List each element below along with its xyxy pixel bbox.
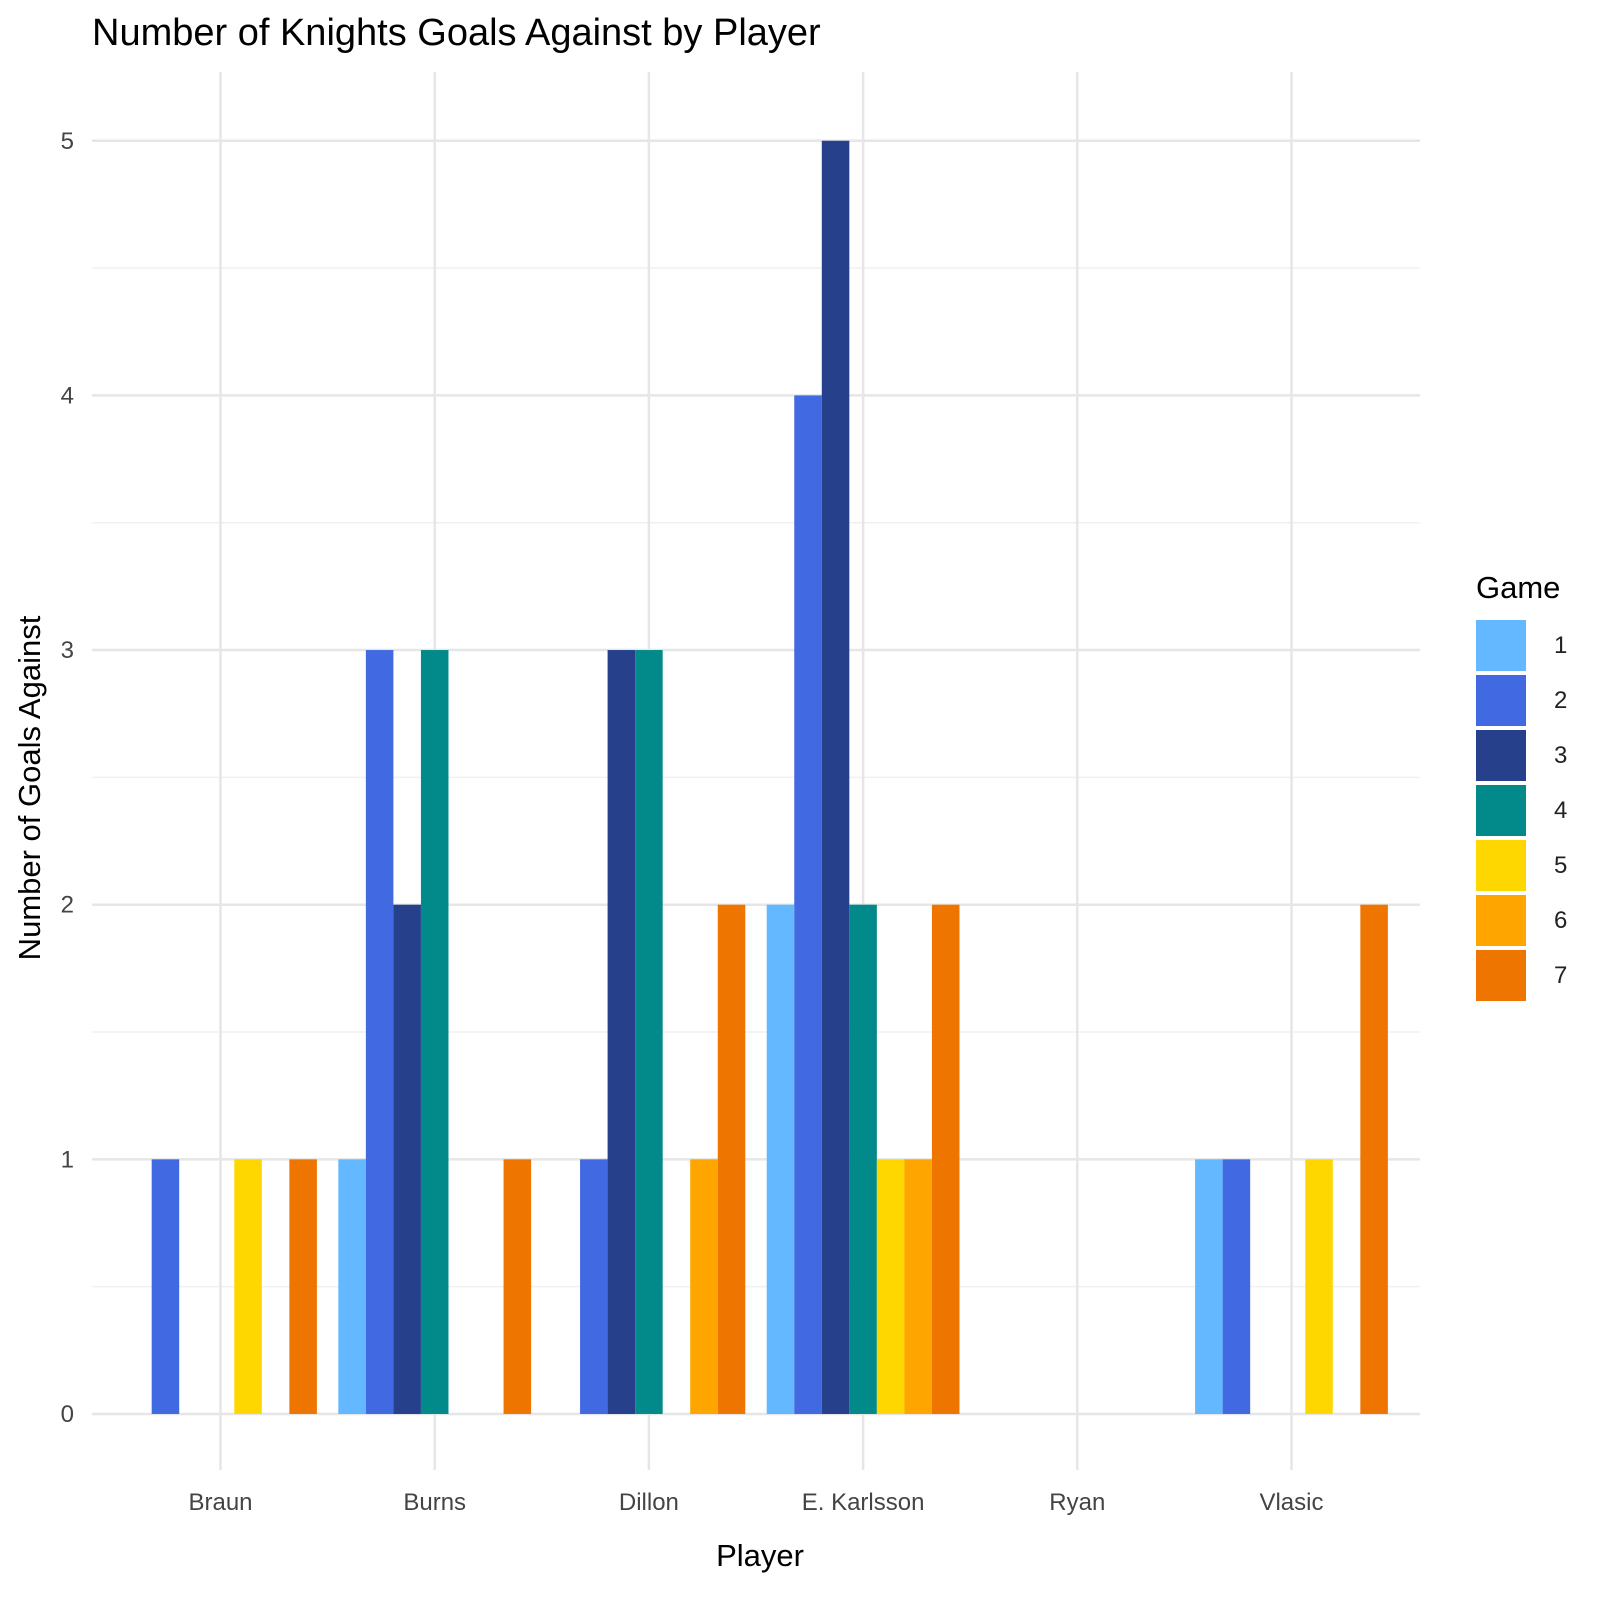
legend-swatch <box>1476 730 1526 781</box>
legend-label: 6 <box>1554 906 1568 934</box>
x-tick-label: Burns <box>403 1489 466 1516</box>
legend-item: 4 <box>1476 783 1567 838</box>
bar-dillon-game-6 <box>690 1159 718 1414</box>
x-tick-label: Braun <box>188 1489 252 1516</box>
legend: Game 1 2 3 4 5 6 7 <box>1476 570 1567 1003</box>
legend-item: 6 <box>1476 893 1567 948</box>
bar-burns-game-4 <box>420 650 449 1414</box>
bar-e-karlsson-game-2 <box>794 395 822 1414</box>
bar-braun-game-2 <box>151 1159 180 1414</box>
bar-dillon-game-2 <box>580 1159 608 1414</box>
legend-swatch <box>1476 785 1526 836</box>
x-tick-label: E. Karlsson <box>802 1489 925 1516</box>
bar-e-karlsson-game-6 <box>904 1159 932 1414</box>
legend-label: 7 <box>1554 961 1568 989</box>
legend-items: 1 2 3 4 5 6 7 <box>1476 618 1567 1003</box>
bar-vlasic-game-1 <box>1195 1159 1223 1414</box>
legend-item: 2 <box>1476 673 1567 728</box>
legend-swatch <box>1476 675 1526 726</box>
legend-swatch <box>1476 840 1526 891</box>
legend-title: Game <box>1476 570 1561 605</box>
bar-braun-game-5 <box>234 1159 262 1414</box>
bar-dillon-game-3 <box>607 650 636 1414</box>
tick-layer: 0 1 2 3 4 5 Braun Burns Dillon E. Karlsson Ryan Vla… <box>61 128 1324 1516</box>
bar-braun-game-7 <box>289 1159 317 1414</box>
bar-e-karlsson-game-4 <box>849 904 877 1414</box>
bar-e-karlsson-game-5 <box>876 1159 905 1414</box>
x-tick-label: Vlasic <box>1259 1489 1323 1516</box>
bar-layer <box>151 140 1388 1414</box>
legend-swatch <box>1476 620 1526 671</box>
legend-label: 1 <box>1554 631 1568 659</box>
legend-item: 5 <box>1476 838 1567 893</box>
legend-swatch <box>1476 950 1526 1001</box>
legend-item: 7 <box>1476 948 1567 1003</box>
bar-e-karlsson-game-3 <box>821 140 850 1414</box>
y-tick-label: 0 <box>61 1401 74 1428</box>
legend-swatch <box>1476 895 1526 946</box>
bar-burns-game-3 <box>393 904 421 1414</box>
y-tick-label: 5 <box>61 128 74 155</box>
y-tick-label: 3 <box>61 637 74 664</box>
y-tick-label: 2 <box>61 892 74 919</box>
x-tick-label: Ryan <box>1049 1489 1105 1516</box>
legend-label: 4 <box>1554 796 1568 824</box>
bar-burns-game-7 <box>503 1159 532 1414</box>
y-tick-label: 1 <box>61 1146 74 1173</box>
bar-burns-game-2 <box>365 650 394 1414</box>
bar-vlasic-game-7 <box>1360 904 1388 1414</box>
legend-label: 2 <box>1554 686 1568 714</box>
bar-vlasic-game-2 <box>1222 1159 1251 1414</box>
x-axis-title: Player <box>716 1538 804 1573</box>
legend-item: 1 <box>1476 618 1567 673</box>
bar-vlasic-game-5 <box>1305 1159 1333 1414</box>
bar-burns-game-1 <box>338 1159 366 1414</box>
bar-dillon-game-4 <box>635 650 663 1414</box>
legend-label: 5 <box>1554 851 1568 879</box>
legend-label: 3 <box>1554 741 1568 769</box>
bar-e-karlsson-game-7 <box>931 904 960 1414</box>
legend-item: 3 <box>1476 728 1567 783</box>
y-axis-title: Number of Goals Against <box>12 615 47 961</box>
y-tick-label: 4 <box>61 382 74 409</box>
bar-e-karlsson-game-1 <box>766 904 795 1414</box>
chart-title: Number of Knights Goals Against by Playe… <box>92 12 821 54</box>
x-tick-label: Dillon <box>619 1489 679 1516</box>
bar-dillon-game-7 <box>717 904 746 1414</box>
